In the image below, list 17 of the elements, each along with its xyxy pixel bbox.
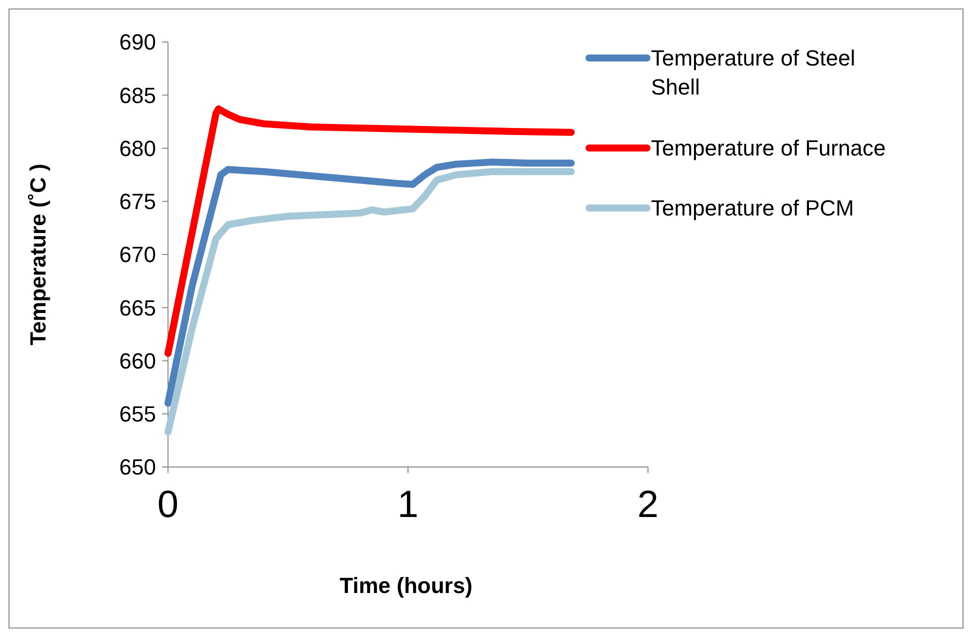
x-axis-title: Time (hours) — [340, 573, 472, 598]
legend-label: Temperature of PCM — [651, 196, 854, 221]
x-tick-label: 0 — [157, 484, 179, 526]
x-tick-label: 2 — [637, 484, 659, 526]
y-tick-label: 660 — [119, 348, 156, 374]
y-tick-label: 670 — [119, 242, 156, 268]
x-tick-label: 1 — [397, 484, 419, 526]
y-tick-label: 675 — [119, 189, 156, 214]
legend-label: Temperature of Furnace — [651, 136, 886, 161]
y-tick-label: 665 — [119, 295, 156, 320]
y-tick-label: 680 — [119, 136, 156, 161]
y-tick-label: 650 — [119, 454, 156, 480]
y-axis-title: Temperature (˚C ) — [26, 164, 51, 346]
y-tick-label: 655 — [119, 402, 156, 427]
y-tick-label: 685 — [119, 82, 156, 108]
y-tick-label: 690 — [119, 30, 156, 55]
legend-label: Temperature of Steel Shell — [651, 46, 856, 100]
